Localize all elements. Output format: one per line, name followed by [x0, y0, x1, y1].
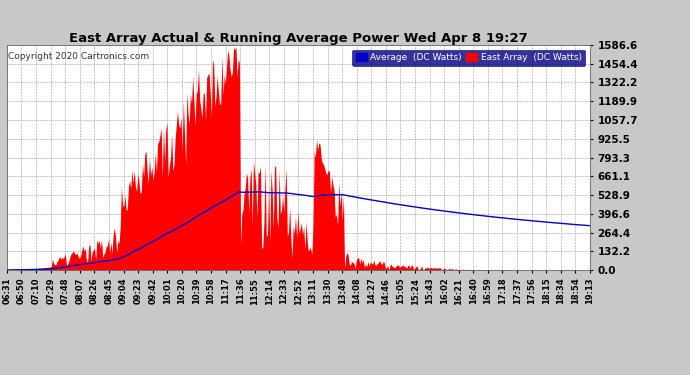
- Legend: Average  (DC Watts), East Array  (DC Watts): Average (DC Watts), East Array (DC Watts…: [352, 50, 585, 66]
- Text: Copyright 2020 Cartronics.com: Copyright 2020 Cartronics.com: [8, 52, 149, 61]
- Title: East Array Actual & Running Average Power Wed Apr 8 19:27: East Array Actual & Running Average Powe…: [69, 32, 528, 45]
